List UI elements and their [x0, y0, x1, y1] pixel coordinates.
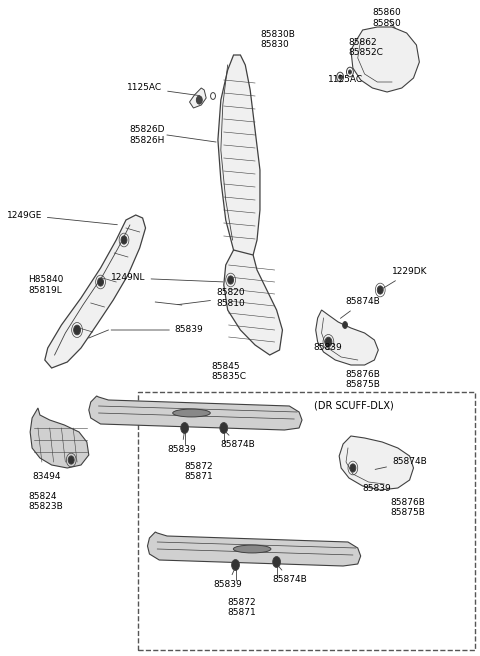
Text: 85876B
85875B: 85876B 85875B [345, 370, 380, 390]
Polygon shape [339, 436, 413, 490]
Text: H85840
85819L: H85840 85819L [28, 276, 63, 295]
Text: 1125AC: 1125AC [127, 83, 200, 96]
Text: 85839: 85839 [363, 484, 391, 493]
Text: 1125AC: 1125AC [328, 75, 363, 85]
Ellipse shape [233, 545, 271, 553]
Text: 85874B: 85874B [375, 457, 427, 470]
Polygon shape [224, 250, 282, 355]
Text: 85874B: 85874B [273, 566, 307, 584]
Text: 85876B
85875B: 85876B 85875B [390, 498, 425, 518]
Ellipse shape [173, 409, 210, 417]
Text: 85845
85835C: 85845 85835C [211, 362, 246, 381]
Circle shape [350, 464, 356, 472]
Bar [138, 392, 475, 650]
Circle shape [377, 286, 383, 294]
Text: 1249NL: 1249NL [111, 274, 223, 283]
Text: 1249GE: 1249GE [7, 211, 117, 225]
Circle shape [220, 422, 228, 434]
Text: (DR SCUFF-DLX): (DR SCUFF-DLX) [314, 400, 394, 410]
Circle shape [231, 560, 240, 571]
Polygon shape [147, 532, 360, 566]
Text: 85874B: 85874B [340, 298, 380, 318]
Circle shape [73, 325, 81, 335]
Polygon shape [316, 310, 378, 365]
Text: 85830B
85830: 85830B 85830 [260, 30, 295, 49]
Polygon shape [30, 408, 89, 468]
Circle shape [339, 75, 342, 79]
Polygon shape [351, 27, 420, 92]
Text: 85872
85871: 85872 85871 [228, 598, 256, 617]
Polygon shape [218, 55, 260, 260]
Circle shape [97, 278, 104, 286]
Text: 83494: 83494 [32, 472, 60, 481]
Circle shape [121, 236, 127, 244]
Text: 85824
85823B: 85824 85823B [28, 492, 63, 512]
Text: 85820
85810: 85820 85810 [178, 288, 245, 308]
Circle shape [196, 96, 202, 104]
Text: 85839: 85839 [213, 569, 242, 589]
Text: 85860
85850: 85860 85850 [372, 9, 401, 28]
Polygon shape [89, 396, 302, 430]
Text: 1229DK: 1229DK [383, 268, 428, 289]
Polygon shape [190, 88, 206, 108]
Circle shape [325, 337, 332, 347]
Circle shape [228, 276, 234, 284]
Text: 85872
85871: 85872 85871 [185, 462, 214, 482]
Circle shape [343, 321, 348, 329]
Circle shape [273, 556, 280, 567]
Text: 85874B: 85874B [221, 432, 255, 449]
Polygon shape [45, 215, 145, 368]
Text: 85862
85852C: 85862 85852C [348, 38, 383, 57]
Text: 85826D
85826H: 85826D 85826H [130, 125, 165, 145]
Circle shape [181, 422, 189, 434]
Circle shape [348, 70, 351, 74]
Circle shape [68, 456, 74, 464]
Text: 85839: 85839 [111, 325, 204, 335]
Text: 85839: 85839 [168, 433, 196, 454]
Text: 85839: 85839 [314, 344, 343, 352]
